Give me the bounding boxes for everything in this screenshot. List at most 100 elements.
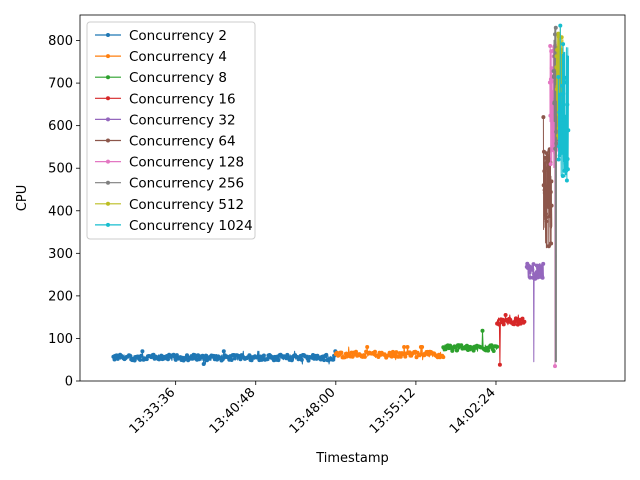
data-point [398, 354, 403, 359]
x-tick-label: 14:02:24 [447, 385, 499, 437]
data-point [546, 244, 551, 249]
data-point [420, 345, 425, 349]
data-point [491, 349, 496, 353]
data-point [339, 350, 344, 355]
data-point [503, 313, 508, 317]
series-markers [556, 23, 571, 183]
data-point [528, 275, 533, 280]
data-point [560, 83, 565, 88]
data-point [128, 353, 133, 358]
data-point [480, 328, 485, 333]
data-point [201, 362, 206, 366]
legend-label: Concurrency 512 [129, 197, 244, 213]
legend-item: Concurrency 4 [95, 49, 227, 65]
data-point [486, 348, 491, 353]
data-point [220, 357, 225, 362]
data-point [247, 353, 252, 358]
data-point [562, 75, 567, 80]
y-tick-label: 700 [48, 77, 73, 92]
data-point [549, 79, 554, 84]
data-point [132, 358, 137, 363]
data-point [559, 118, 564, 122]
data-point [559, 150, 564, 155]
data-point [549, 66, 554, 71]
legend-label: Concurrency 256 [129, 176, 244, 192]
data-point [548, 190, 553, 194]
data-point [190, 356, 195, 361]
data-point [471, 348, 476, 353]
x-tick-label: 13:55:12 [367, 385, 419, 437]
data-point [544, 215, 549, 220]
data-point [541, 115, 546, 120]
y-tick-label: 200 [48, 289, 73, 304]
legend-marker [106, 75, 110, 80]
data-point [289, 358, 294, 363]
data-point [565, 157, 570, 161]
series-markers [111, 349, 338, 366]
data-point [531, 262, 536, 267]
data-point [324, 352, 329, 357]
data-point [541, 261, 546, 266]
y-tick-label: 0 [65, 375, 73, 390]
y-axis-label: CPU [15, 185, 30, 211]
data-point [265, 357, 270, 362]
data-point [558, 147, 562, 152]
data-point [501, 322, 506, 327]
legend-label: Concurrency 64 [129, 134, 236, 150]
x-axis: 13:33:36 13:40:48 13:48:00 13:55:12 14:02:24 [127, 381, 499, 437]
y-tick-label: 500 [48, 162, 73, 177]
x-tick-label: 13:40:48 [207, 385, 259, 437]
legend-label: Concurrency 32 [129, 112, 236, 128]
legend-marker [106, 33, 110, 37]
data-point [232, 356, 237, 361]
y-tick-label: 800 [48, 34, 73, 49]
data-point [200, 353, 205, 358]
data-point [365, 345, 370, 349]
data-point [174, 353, 179, 358]
data-point [192, 353, 197, 358]
legend-item: Concurrency 1024 [95, 218, 253, 234]
data-point [539, 269, 544, 274]
legend-marker [106, 54, 110, 59]
series-markers [333, 345, 446, 360]
data-point [547, 214, 552, 219]
legend-label: Concurrency 4 [129, 49, 227, 65]
legend-item: Concurrency 8 [95, 70, 227, 86]
data-point [402, 345, 407, 349]
legend-item: Concurrency 2 [95, 28, 227, 44]
data-point [542, 188, 547, 193]
data-point [550, 130, 555, 135]
data-point [560, 124, 565, 128]
data-point [560, 174, 565, 178]
data-point [544, 219, 549, 224]
legend-marker [106, 138, 110, 143]
series-line [542, 117, 553, 249]
legend-item: Concurrency 32 [95, 112, 236, 128]
x-tick-label: 13:48:00 [287, 385, 339, 437]
y-axis: 0 100 200 300 400 500 600 700 800 [48, 34, 80, 390]
y-tick-label: 600 [48, 119, 73, 134]
data-point [543, 166, 548, 171]
data-point [221, 349, 226, 354]
data-point [138, 357, 143, 362]
data-point [555, 67, 560, 72]
data-point [559, 130, 563, 135]
data-point [554, 141, 559, 146]
legend-marker [106, 180, 110, 185]
data-point [546, 156, 551, 161]
plot-frame [79, 14, 626, 382]
data-point [551, 69, 556, 74]
data-point [441, 355, 446, 360]
data-point [556, 75, 561, 79]
data-point [522, 319, 527, 324]
data-point [405, 345, 410, 349]
data-point [550, 92, 555, 97]
data-point [546, 199, 550, 204]
data-point [140, 349, 145, 354]
legend-item: Concurrency 16 [95, 91, 236, 107]
data-point [552, 73, 557, 78]
legend-item: Concurrency 512 [95, 197, 244, 213]
legend-marker [106, 117, 110, 122]
data-point [495, 344, 500, 349]
